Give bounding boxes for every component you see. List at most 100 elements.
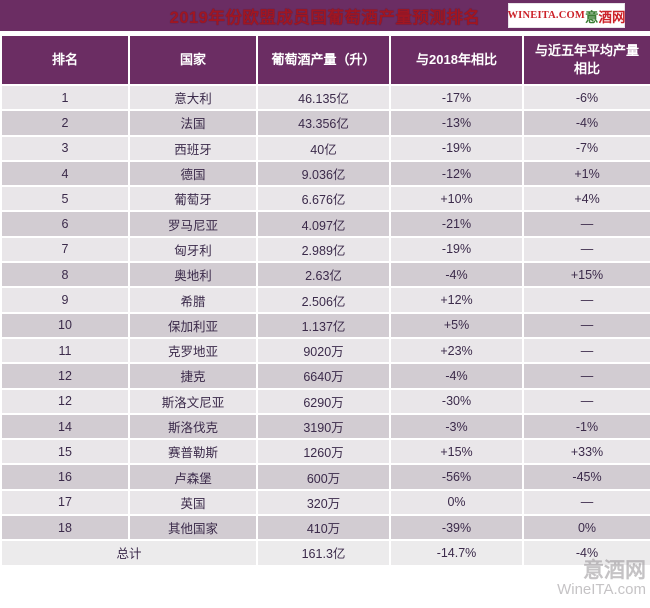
table-cell: 奥地利 [128,261,258,289]
table-row: 11 克罗地亚 9020万 +23% — [0,336,650,365]
table-cell: 46.135亿 [256,83,391,112]
table-cell: 0% [389,488,524,517]
table-cell: +1% [522,159,650,188]
column-header: 国家 [128,34,258,86]
table-row: 16 卢森堡 600万 -56% -45% [0,463,650,491]
table-row: 18 其他国家 410万 -39% 0% [0,514,650,542]
table-cell: 7 [0,235,130,264]
table-cell: 法国 [128,109,258,137]
table-cell: 320万 [256,488,391,517]
logo-latin-text: WINEITA.COM [507,10,586,21]
table-row: 8 奥地利 2.63亿 -4% +15% [0,261,650,289]
table-cell: 2.506亿 [256,286,391,314]
table-cell: 12 [0,362,130,390]
table-cell: +15% [389,438,524,466]
table-row: 3 西班牙 40亿 -19% -7% [0,134,650,162]
title-bar: 2019年份欧盟成员国葡萄酒产量预测排名 WINEITA.COM 意酒网 [0,0,650,31]
table-row: 15 赛普勒斯 1260万 +15% +33% [0,438,650,466]
table-cell: 43.356亿 [256,109,391,137]
column-header: 葡萄酒产量（升） [256,34,391,86]
logo-cn-red-text: 酒网 [598,9,626,25]
table-cell: 6.676亿 [256,185,391,213]
table-cell: 2 [0,109,130,137]
table-cell: -45% [522,463,650,491]
table-cell: 1 [0,83,130,112]
table-cell: 8 [0,261,130,289]
total-row: 总计 161.3亿 -14.7% -4% [0,539,650,567]
wineita-logo: WINEITA.COM 意酒网 [507,3,626,28]
table-cell: 10 [0,311,130,339]
table-cell: -13% [389,109,524,137]
wine-production-table: 排名 国家 葡萄酒产量（升） 与2018年相比 与近五年平均产量相比 1 意大利 46.13… [0,34,650,567]
table-cell: 匈牙利 [128,235,258,264]
table-cell: 410万 [256,514,391,542]
table-cell: 德国 [128,159,258,188]
table-cell: 其他国家 [128,514,258,542]
table-row: 9 希腊 2.506亿 +12% — [0,286,650,314]
table-cell: 克罗地亚 [128,336,258,365]
table-row: 17 英国 320万 0% — [0,488,650,517]
table-cell: -12% [389,159,524,188]
table-cell: 18 [0,514,130,542]
table-row: 4 德国 9.036亿 -12% +1% [0,159,650,188]
table-cell: 捷克 [128,362,258,390]
table-cell: 英国 [128,488,258,517]
table-cell: — [522,362,650,390]
table-cell: 赛普勒斯 [128,438,258,466]
table-cell: 斯洛文尼亚 [128,387,258,415]
watermark-line2: WineITA.com [557,581,646,599]
table-cell: 12 [0,387,130,415]
table-row: 12 捷克 6640万 -4% — [0,362,650,390]
table-cell: -19% [389,235,524,264]
table-cell: 6640万 [256,362,391,390]
table-cell: -7% [522,134,650,162]
table-cell: +5% [389,311,524,339]
table-cell: 14 [0,412,130,441]
table-cell: 卢森堡 [128,463,258,491]
table-cell: -30% [389,387,524,415]
table-cell: 9.036亿 [256,159,391,188]
table-cell: 9020万 [256,336,391,365]
table-cell: -14.7% [389,539,524,567]
table-cell: 9 [0,286,130,314]
table-row: 1 意大利 46.135亿 -17% -6% [0,83,650,112]
table-cell: — [522,210,650,238]
page-title: 2019年份欧盟成员国葡萄酒产量预测排名 [169,8,481,27]
table-cell: — [522,311,650,339]
table-cell: 总计 [0,539,258,567]
table-cell: -21% [389,210,524,238]
table-cell: -4% [389,362,524,390]
table-cell: 1260万 [256,438,391,466]
table-cell: -17% [389,83,524,112]
table-cell: 5 [0,185,130,213]
table-cell: -4% [522,539,650,567]
table-row: 2 法国 43.356亿 -13% -4% [0,109,650,137]
table-cell: +23% [389,336,524,365]
table-cell: 西班牙 [128,134,258,162]
table-cell: 意大利 [128,83,258,112]
table-cell: -4% [389,261,524,289]
table-cell: -39% [389,514,524,542]
table-cell: 0% [522,514,650,542]
table-cell: -4% [522,109,650,137]
table-row: 5 葡萄牙 6.676亿 +10% +4% [0,185,650,213]
table-cell: — [522,387,650,415]
table-row: 6 罗马尼亚 4.097亿 -21% — [0,210,650,238]
table-cell: 16 [0,463,130,491]
table-cell: — [522,286,650,314]
table-cell: — [522,336,650,365]
table-cell: 2.989亿 [256,235,391,264]
table-cell: 希腊 [128,286,258,314]
table-row: 14 斯洛伐克 3190万 -3% -1% [0,412,650,441]
table-cell: — [522,235,650,264]
table-cell: 15 [0,438,130,466]
table-cell: 3190万 [256,412,391,441]
table-cell: 600万 [256,463,391,491]
table-cell: +12% [389,286,524,314]
table-cell: 4 [0,159,130,188]
table-cell: 3 [0,134,130,162]
table-cell: -56% [389,463,524,491]
table-row: 10 保加利亚 1.137亿 +5% — [0,311,650,339]
table-cell: 2.63亿 [256,261,391,289]
